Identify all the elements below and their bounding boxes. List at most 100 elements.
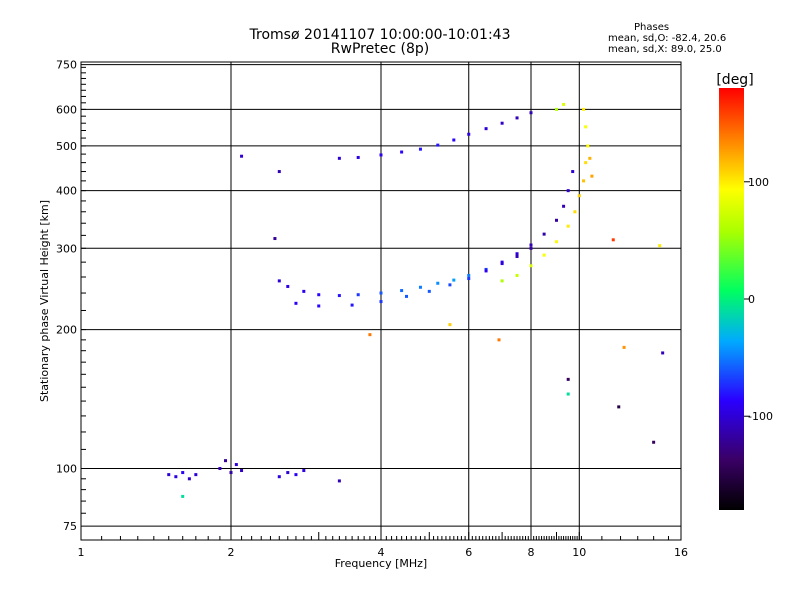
echo-point [187,477,191,481]
phase-stats-x: mean, sd,X: 89.0, 25.0 [608,44,722,55]
echo-point [582,107,586,111]
echo-point [452,278,456,282]
x-axis-ticks: 1 2 4 6 8 10 16 [78,532,688,559]
y-tick-label: 600 [56,103,77,116]
y-tick-label: 100 [56,463,77,476]
x-tick-label: 10 [572,546,586,559]
echo-point [584,161,588,165]
echo-point [302,289,306,293]
echo-point [302,469,306,473]
echo-point [277,170,281,174]
x-tick-label: 16 [674,546,688,559]
echo-point [400,289,404,293]
echo-point [588,156,592,160]
echo-point [661,351,665,355]
echo-point [167,473,171,477]
echo-point [356,293,360,297]
x-tick-label: 4 [378,546,385,559]
echo-point [337,156,341,160]
y-axis-label: Stationary phase Virtual Height [km] [38,200,51,402]
echo-point [174,475,178,479]
echo-point [448,283,452,287]
echo-point [515,254,519,258]
echo-point [379,153,383,157]
chart-subtitle: RwPretec (8p) [330,41,430,57]
echo-point [294,473,298,477]
echo-point [566,392,570,396]
echo-point [194,473,198,477]
echo-point [590,174,594,178]
y-tick-label: 300 [56,242,77,255]
echo-point [400,150,404,154]
echo-point [418,285,422,289]
echo-point [566,189,570,193]
echo-point [436,143,440,147]
echo-point [427,289,431,293]
echo-point [562,102,566,106]
echo-point [584,125,588,129]
echo-point [467,273,471,277]
x-axis-label: Frequency [MHz] [335,557,427,570]
y-tick-label: 200 [56,324,77,337]
echo-point [273,237,277,241]
echo-point [658,244,662,248]
echo-point [542,232,546,236]
echo-point [497,338,501,342]
y-tick-label: 750 [56,59,77,72]
echo-point [452,138,456,142]
echo-point [611,238,615,242]
y-tick-label: 500 [56,140,77,153]
echo-point [277,279,281,283]
echo-point [240,154,244,158]
echo-point [529,246,533,250]
data-points [167,102,665,498]
echo-point [586,144,590,148]
echo-point [566,224,570,228]
echo-point [467,132,471,136]
echo-point [500,262,504,266]
echo-point [554,240,558,244]
echo-point [294,301,298,305]
echo-point [467,277,471,281]
echo-point [529,264,533,268]
echo-point [529,243,533,247]
echo-point [582,179,586,183]
echo-point [337,294,341,298]
echo-point [571,170,575,174]
echo-point [317,293,321,297]
echo-point [484,269,488,273]
echo-point [286,471,290,475]
echo-point [617,405,621,409]
echo-point [356,155,360,159]
echo-point [368,333,372,337]
echo-point [379,300,383,304]
echo-point [500,279,504,283]
phase-stats-o: mean, sd,O: -82.4, 20.6 [608,33,727,44]
x-tick-label: 6 [465,546,472,559]
x-tick-label: 8 [528,546,535,559]
echo-point [515,252,519,256]
phases-heading: Phases [634,22,670,33]
echo-point [448,323,452,327]
y-tick-label: 75 [63,520,77,533]
echo-point [229,471,233,475]
echo-point [224,459,228,463]
echo-point [566,377,570,381]
colorbar [719,88,744,510]
y-axis-ticks: 75 100 200 300 400 500 600 750 [56,59,86,533]
colorbar-tick-label: 0 [748,293,755,306]
echo-point [379,291,383,295]
echo-point [542,253,546,257]
echo-point [515,273,519,277]
colorbar-unit: [deg] [716,72,753,88]
echo-point [240,469,244,473]
echo-point [218,467,222,471]
chart-title: Tromsø 20141107 10:00:00-10:01:43 [249,27,511,43]
echo-point [652,440,656,444]
echo-point [337,479,341,483]
echo-point [181,471,185,475]
echo-point [181,494,185,498]
echo-point [515,116,519,120]
echo-point [484,127,488,131]
plot-grid [81,62,681,540]
